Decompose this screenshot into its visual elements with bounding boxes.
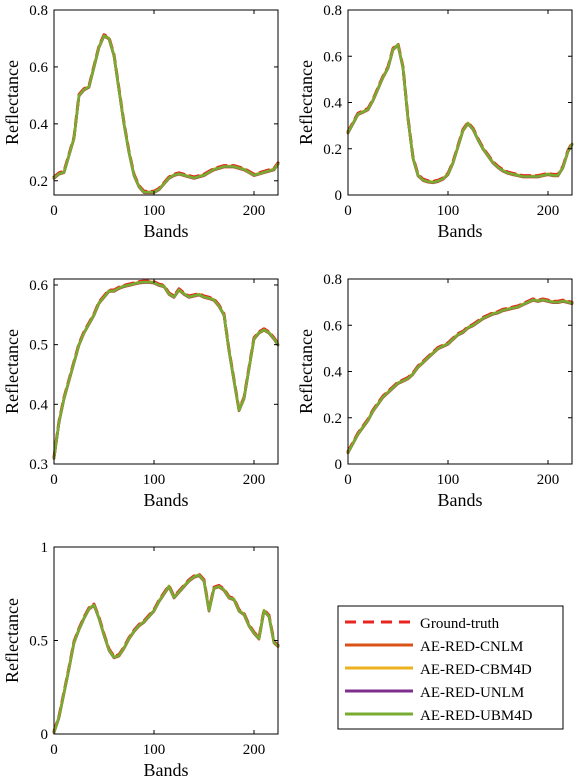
y-tick-label: 0.2 xyxy=(323,411,342,427)
line-ae-red-cnlm xyxy=(52,281,280,460)
x-tick-label: 200 xyxy=(243,203,266,219)
legend-label-ground-truth: Ground-truth xyxy=(420,616,500,632)
line-ae-red-unlm xyxy=(52,574,280,734)
y-tick-label: 0.6 xyxy=(29,278,48,294)
y-axis-label: Reflectance xyxy=(2,598,22,683)
y-tick-label: 0.6 xyxy=(323,318,342,334)
y-tick-label: 0 xyxy=(41,727,49,743)
plot-frame xyxy=(347,278,573,465)
x-tick-label: 100 xyxy=(143,203,166,219)
x-tick-label: 200 xyxy=(537,203,560,219)
y-tick-label: 0 xyxy=(335,188,343,204)
y-tick-label: 0.2 xyxy=(323,142,342,158)
x-axis-label: Bands xyxy=(144,760,189,780)
line-ae-red-ubm4d xyxy=(52,573,280,734)
line-ae-red-unlm xyxy=(346,298,574,454)
line-ae-red-cbm4d xyxy=(346,43,574,184)
y-tick-label: 0.4 xyxy=(323,365,342,381)
x-axis-label: Bands xyxy=(144,221,189,241)
plot-frame xyxy=(347,9,573,196)
y-tick-label: 0.4 xyxy=(29,117,48,133)
line-ae-red-cbm4d xyxy=(52,280,280,459)
y-tick-label: 1 xyxy=(41,540,49,556)
y-axis-label: Reflectance xyxy=(296,329,316,414)
legend-label-ae-red-unlm: AE-RED-UNLM xyxy=(420,685,524,701)
x-tick-label: 0 xyxy=(50,742,58,758)
legend-label-ae-red-cbm4d: AE-RED-CBM4D xyxy=(420,662,532,678)
subplot-4: 0 100 200 0 0.2 0.4 0.6 0.8 Bands Reflectance xyxy=(296,272,574,510)
line-ground-truth xyxy=(346,42,574,183)
plot-frame xyxy=(53,9,279,196)
y-tick-label: 0.6 xyxy=(323,49,342,65)
subplot-1: 0 100 200 0.2 0.4 0.6 0.8 Bands Reflectance xyxy=(2,3,280,241)
legend: Ground-truth AE-RED-CNLM AE-RED-CBM4D AE… xyxy=(337,605,564,730)
y-axis-label: Reflectance xyxy=(2,329,22,414)
x-tick-label: 100 xyxy=(143,472,166,488)
legend-label-ae-red-cnlm: AE-RED-CNLM xyxy=(420,639,523,655)
y-tick-label: 0.8 xyxy=(323,3,342,19)
subplot-2: 0 100 200 0 0.2 0.4 0.6 0.8 Bands Reflectance xyxy=(296,3,574,241)
y-tick-label: 0 xyxy=(335,457,343,473)
y-tick-label: 0.8 xyxy=(323,272,342,288)
y-tick-label: 0.5 xyxy=(29,634,48,650)
x-tick-label: 100 xyxy=(437,472,460,488)
x-tick-label: 0 xyxy=(344,472,352,488)
x-axis-label: Bands xyxy=(438,490,483,510)
x-tick-label: 0 xyxy=(344,203,352,219)
y-axis-label: Reflectance xyxy=(2,60,22,145)
line-ae-red-cbm4d xyxy=(346,298,574,454)
x-axis-label: Bands xyxy=(438,221,483,241)
line-ae-red-ubm4d xyxy=(52,34,280,194)
x-tick-label: 100 xyxy=(437,203,460,219)
line-ae-red-cbm4d xyxy=(52,573,280,733)
y-axis-label: Reflectance xyxy=(296,60,316,145)
line-ae-red-cnlm xyxy=(52,574,280,734)
line-ae-red-ubm4d xyxy=(346,43,574,184)
y-tick-label: 0.6 xyxy=(29,60,48,76)
y-tick-label: 0.4 xyxy=(323,96,342,112)
x-tick-label: 200 xyxy=(243,742,266,758)
x-tick-label: 200 xyxy=(537,472,560,488)
subplot-5: 0 100 200 0 0.5 1 Bands Reflectance xyxy=(2,540,280,780)
subplot-3: 0 100 200 0.3 0.4 0.5 0.6 Bands Reflectance xyxy=(2,278,280,510)
line-ground-truth xyxy=(52,279,280,459)
line-ground-truth xyxy=(346,297,574,453)
y-tick-label: 0.4 xyxy=(29,397,48,413)
x-tick-label: 0 xyxy=(50,203,58,219)
line-ae-red-unlm xyxy=(346,43,574,184)
line-ae-red-ubm4d xyxy=(346,298,574,454)
x-tick-label: 200 xyxy=(243,472,266,488)
x-tick-label: 0 xyxy=(50,472,58,488)
y-tick-label: 0.3 xyxy=(29,457,48,473)
plot-frame xyxy=(53,546,279,735)
y-tick-label: 0.5 xyxy=(29,338,48,354)
y-tick-label: 0.2 xyxy=(29,174,48,190)
legend-label-ae-red-ubm4d: AE-RED-UBM4D xyxy=(420,708,533,724)
line-ground-truth xyxy=(52,572,280,733)
y-tick-label: 0.8 xyxy=(29,3,48,19)
line-ae-red-ubm4d xyxy=(52,280,280,460)
plot-frame xyxy=(53,278,279,465)
x-tick-label: 100 xyxy=(143,742,166,758)
line-ae-red-cnlm xyxy=(346,299,574,455)
line-ae-red-cnlm xyxy=(346,44,574,185)
x-axis-label: Bands xyxy=(144,490,189,510)
line-ae-red-unlm xyxy=(52,280,280,460)
